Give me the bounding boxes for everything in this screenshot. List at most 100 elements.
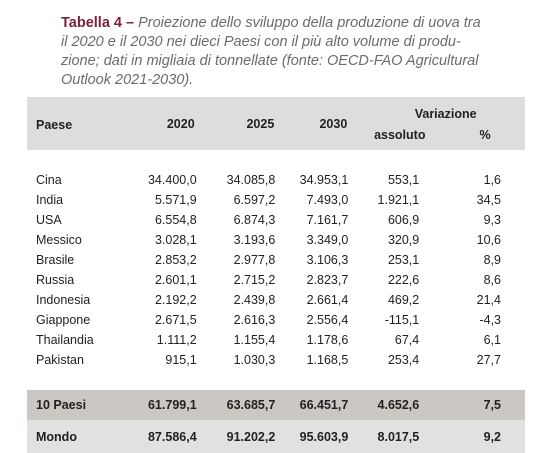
cell: 1.168,5 xyxy=(306,353,349,367)
cell: 2.715,2 xyxy=(233,273,276,287)
cell: 6.597,2 xyxy=(233,193,276,207)
cell: 3.028,1 xyxy=(154,233,197,247)
row-label: Russia xyxy=(36,273,75,287)
cell: 8,6 xyxy=(483,273,501,287)
cell: 253,4 xyxy=(387,353,420,367)
cell: -4,3 xyxy=(479,313,501,327)
row-label: Messico xyxy=(36,233,82,247)
cell: 1.111,2 xyxy=(156,333,197,347)
spacer-cell xyxy=(27,150,525,170)
cell: 2.661,4 xyxy=(306,293,349,307)
cell: 8.017,5 xyxy=(377,429,420,444)
cell: 1,6 xyxy=(483,173,501,187)
header-cell: 2025 xyxy=(246,116,275,131)
cell: 553,1 xyxy=(387,173,420,187)
spacer-cell xyxy=(27,370,525,390)
caption-line: il 2020 e il 2030 nei dieci Paesi con il… xyxy=(61,34,461,50)
caption-line: Proiezione dello sviluppo della produzio… xyxy=(138,15,481,31)
spacer xyxy=(27,370,525,390)
cell: 34,5 xyxy=(476,193,501,207)
table-row: Indonesia 2.192,2 2.439,8 2.661,4 469,2 21,4 xyxy=(27,290,525,310)
table-row: Brasile 2.853,2 2.977,8 3.106,3 253,1 8,9 xyxy=(27,250,525,270)
table-row: Mondo 87.586,4 91.202,2 95.603,9 8.017,5 9,2 xyxy=(27,420,525,453)
table-row: India 5.571,9 6.597,2 7.493,0 1.921,1 34,5 xyxy=(27,190,525,210)
cell: 2.977,8 xyxy=(233,253,276,267)
cell: 4.652,6 xyxy=(377,398,420,412)
cell: 2.556,4 xyxy=(306,313,349,327)
cell: 2.601,1 xyxy=(154,273,197,287)
table-row: Giappone 2.671,5 2.616,3 2.556,4 -115,1 -4,3 xyxy=(27,310,525,330)
cell: 67,4 xyxy=(394,333,420,347)
cell: 2.823,7 xyxy=(306,273,349,287)
header-cell: 2030 xyxy=(319,116,348,131)
cell: 1.178,6 xyxy=(306,333,349,347)
cell: 9,3 xyxy=(483,213,501,227)
cell: 253,1 xyxy=(387,253,420,267)
header-group: Variazione xyxy=(414,107,477,121)
cell: 1.921,1 xyxy=(377,193,420,207)
table-row: Thailandia 1.111,2 1.155,4 1.178,6 67,4 6,1 xyxy=(27,330,525,350)
row-label: Brasile xyxy=(36,253,75,267)
table-row: 10 Paesi 61.799,1 63.685,7 66.451,7 4.652,6 7… xyxy=(27,390,525,420)
row-label: Pakistan xyxy=(36,353,84,367)
cell: 320,9 xyxy=(387,233,420,247)
cell: 3.106,3 xyxy=(306,253,349,267)
cell: 6.874,3 xyxy=(233,213,276,227)
cell: 2.192,2 xyxy=(154,293,197,307)
cell: 61.799,1 xyxy=(147,398,197,412)
row-label: 10 Paesi xyxy=(36,398,87,412)
caption-line: Outlook 2021-2030). xyxy=(61,72,194,88)
cell: 66.451,7 xyxy=(299,398,349,412)
row-label: USA xyxy=(36,213,62,227)
data-table: Paese 2020 2025 2030 Variazione assoluto… xyxy=(27,97,525,453)
row-label: Cina xyxy=(36,173,62,187)
caption: Tabella 4 – Proiezione dello sviluppo de… xyxy=(61,14,541,90)
cell: 2.616,3 xyxy=(233,313,276,327)
cell: 2.671,5 xyxy=(154,313,197,327)
table-row: Messico 3.028,1 3.193,6 3.349,0 320,9 10,6 xyxy=(27,230,525,250)
cell: 915,1 xyxy=(165,353,197,367)
cell: -115,1 xyxy=(384,313,420,327)
header-cell: assoluto xyxy=(374,127,426,142)
cell: 7.161,7 xyxy=(306,213,349,227)
cell: 95.603,9 xyxy=(299,429,349,444)
cell: 10,6 xyxy=(476,233,501,247)
caption-line: zione; dati in migliaia di tonnellate (f… xyxy=(61,53,479,69)
table-row: Cina 34.400,0 34.085,8 34.953,1 553,1 1,6 xyxy=(27,170,525,190)
cell: 2.853,2 xyxy=(154,253,197,267)
cell: 21,4 xyxy=(476,293,501,307)
cell: 9,2 xyxy=(483,429,501,444)
cell: 6.554,8 xyxy=(154,213,197,227)
cell: 6,1 xyxy=(483,333,501,347)
caption-label: Tabella 4 – xyxy=(61,15,135,31)
cell: 606,9 xyxy=(387,213,420,227)
cell: 91.202,2 xyxy=(226,429,276,444)
cell: 222,6 xyxy=(387,273,420,287)
cell: 27,7 xyxy=(476,353,501,367)
spacer xyxy=(27,150,525,170)
row-label: India xyxy=(36,193,64,207)
table-row: USA 6.554,8 6.874,3 7.161,7 606,9 9,3 xyxy=(27,210,525,230)
cell: 63.685,7 xyxy=(226,398,276,412)
header-cell: % xyxy=(479,127,491,142)
row-label: Mondo xyxy=(36,429,77,444)
cell: 8,9 xyxy=(483,253,501,267)
cell: 7.493,0 xyxy=(306,193,349,207)
cell: 34.085,8 xyxy=(226,173,276,187)
header-cell: Paese xyxy=(36,117,73,132)
cell: 5.571,9 xyxy=(154,193,197,207)
cell: 1.155,4 xyxy=(233,333,276,347)
table-row: Pakistan 915,1 1.030,3 1.168,5 253,4 27,7 xyxy=(27,350,525,370)
cell: 7,5 xyxy=(483,398,501,412)
row-label: Thailandia xyxy=(36,333,94,347)
cell: 34.400,0 xyxy=(147,173,197,187)
row-label: Giappone xyxy=(36,313,91,327)
header-cell: 2020 xyxy=(166,116,195,131)
cell: 469,2 xyxy=(387,293,420,307)
cell: 3.349,0 xyxy=(306,233,349,247)
cell: 3.193,6 xyxy=(233,233,276,247)
cell: 34.953,1 xyxy=(299,173,349,187)
cell: 2.439,8 xyxy=(233,293,276,307)
cell: 1.030,3 xyxy=(233,353,276,367)
